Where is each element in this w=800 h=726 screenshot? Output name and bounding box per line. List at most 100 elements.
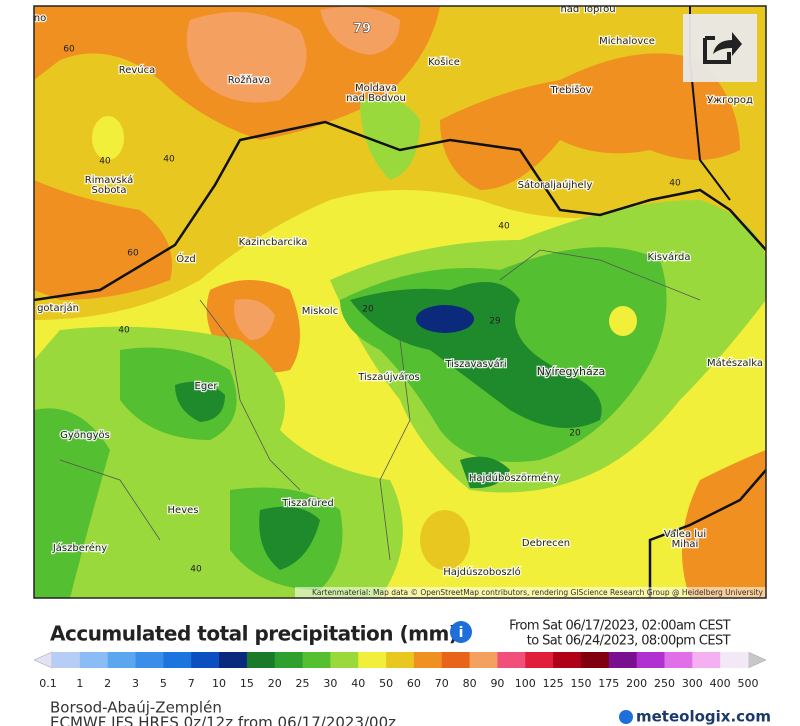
- colorbar-tick-label: 80: [463, 677, 477, 690]
- city-label: Hajdúböszörmény: [469, 472, 559, 484]
- colorbar-tick-label: 1: [76, 677, 83, 690]
- city-label: Mátészalka: [707, 357, 763, 369]
- city-label: Eger: [195, 381, 219, 392]
- colorbar-tick-label: 2: [104, 677, 111, 690]
- contour-label: 40: [498, 222, 510, 232]
- city-label: Trebišov: [549, 84, 591, 96]
- colorbar-tick-label: 300: [682, 677, 703, 690]
- colorbar-segment: [720, 652, 749, 668]
- city-label: Kazincbarcika: [239, 237, 308, 248]
- colorbar-segment: [580, 652, 610, 668]
- city-label: Tiszafüred: [281, 498, 333, 509]
- city-label: Debrecen: [522, 538, 570, 549]
- colorbar: 0.1 1 2 3 5 7 10 15 20 25 30 40 50 60 70 80 90 100 125 150 1…: [33, 651, 767, 690]
- city-label: Jászberény: [52, 542, 107, 554]
- colorbar-tick-label: 125: [543, 677, 564, 690]
- colorbar-end: [747, 651, 767, 669]
- city-label: gotarján: [37, 302, 79, 314]
- contour-label: 40: [118, 326, 130, 336]
- contour-label: 40: [190, 565, 202, 575]
- colorbar-tick-label: 175: [598, 677, 619, 690]
- colorbar-tick-label: 500: [738, 677, 759, 690]
- colorbar-tick-label: 10: [212, 677, 226, 690]
- colorbar-tick-label: 25: [296, 677, 310, 690]
- contour-label: 79: [353, 22, 371, 37]
- colorbar-tick-label: 15: [240, 677, 254, 690]
- colorbar-segment: [246, 652, 276, 668]
- city-label: Ózd: [176, 252, 195, 265]
- colorbar-tick-label: 3: [132, 677, 139, 690]
- colorbar-segment: [413, 652, 443, 668]
- share-button[interactable]: [683, 14, 757, 82]
- city-label: Tiszavasvári: [444, 358, 506, 370]
- city-label: Heves: [168, 505, 199, 516]
- colorbar-segment: [358, 652, 387, 668]
- city-label: Hajdúszoboszló: [443, 566, 521, 578]
- colorbar-tick-label: 60: [407, 677, 421, 690]
- colorbar-tick-label: 90: [490, 677, 504, 690]
- colorbar-tick-label: 20: [268, 677, 282, 690]
- colorbar-segment: [469, 652, 498, 668]
- colorbar-tick-label: 150: [570, 677, 591, 690]
- colorbar-segment: [274, 652, 304, 668]
- city-label: Ужгород: [707, 95, 753, 106]
- colorbar-segment: [608, 652, 638, 668]
- contour-label: 20: [569, 429, 581, 439]
- attribution: Kartenmaterial: Map data © OpenStreetMap…: [312, 588, 764, 597]
- city-label: Nyíregyháza: [537, 365, 606, 378]
- info-button[interactable]: i: [450, 621, 472, 643]
- city-label: Rimavská: [85, 174, 133, 186]
- period-to: to Sat 06/24/2023, 08:00pm CEST: [527, 634, 731, 649]
- colorbar-segment: [163, 652, 192, 668]
- city-labels: nad Topľou Michalovce Revúca Rožňava Mol…: [34, 6, 764, 579]
- city-label: nad Bodvou: [346, 93, 406, 104]
- colorbar-tick-label: 100: [515, 677, 536, 690]
- city-label: Revúca: [119, 64, 156, 76]
- colorbar-tick-label: 250: [654, 677, 675, 690]
- contour-label: 40: [99, 157, 111, 167]
- colorbar-tick-label: 30: [323, 677, 337, 690]
- region: Borsod-Abaúj-Zemplén: [50, 699, 222, 717]
- colorbar-tick-label: 400: [710, 677, 731, 690]
- city-label: Michalovce: [599, 36, 655, 47]
- contour-label: 40: [163, 155, 175, 165]
- contour-label: 20: [362, 305, 374, 315]
- city-label: Tiszaújváros: [357, 371, 420, 383]
- period-from: From Sat 06/17/2023, 02:00am CEST: [509, 619, 731, 634]
- colorbar-segment: [107, 652, 137, 668]
- colorbar-tick-label: 50: [379, 677, 393, 690]
- contour-label: 60: [63, 45, 75, 55]
- colorbar-tick-label: 70: [435, 677, 449, 690]
- city-label: Kisvárda: [647, 251, 690, 263]
- colorbar-tick-label: 5: [160, 677, 167, 690]
- brand[interactable]: meteologix.com: [636, 708, 771, 726]
- colorbar-segment: [330, 652, 359, 668]
- city-label: Sobota: [92, 185, 127, 196]
- city-label: Miskolc: [302, 306, 338, 317]
- colorbar-segment: [497, 652, 526, 668]
- model: ECMWF IFS HRES 0z/12z from 06/17/2023/00…: [50, 714, 396, 726]
- city-label: Mihai: [672, 539, 699, 550]
- colorbar-end: [33, 651, 53, 669]
- colorbar-tick-label: 7: [188, 677, 195, 690]
- city-label: Sátoraljaújhely: [518, 179, 593, 191]
- colorbar-segment: [553, 652, 582, 668]
- colorbar-tick-label: 0.1: [39, 677, 57, 690]
- city-label: Rožňava: [228, 74, 270, 86]
- colorbar-segment: [692, 652, 721, 668]
- legend-title: Accumulated total precipitation (mm): [50, 622, 457, 646]
- colorbar-segment: [441, 652, 471, 668]
- city-label: Valea lui: [664, 529, 706, 540]
- colorbar-segment: [219, 652, 248, 668]
- colorbar-segment: [525, 652, 554, 668]
- contour-labels: 79 60 40 40 60 40 40 40 20 29 20 40: [63, 21, 681, 575]
- city-label: Moldava: [355, 83, 397, 94]
- contour-label: 60: [127, 249, 139, 259]
- brand-icon: [619, 710, 633, 724]
- colorbar-segment: [79, 652, 109, 668]
- colorbar-segment: [636, 652, 665, 668]
- colorbar-tick-label: 200: [626, 677, 647, 690]
- svg-text:i: i: [459, 625, 464, 641]
